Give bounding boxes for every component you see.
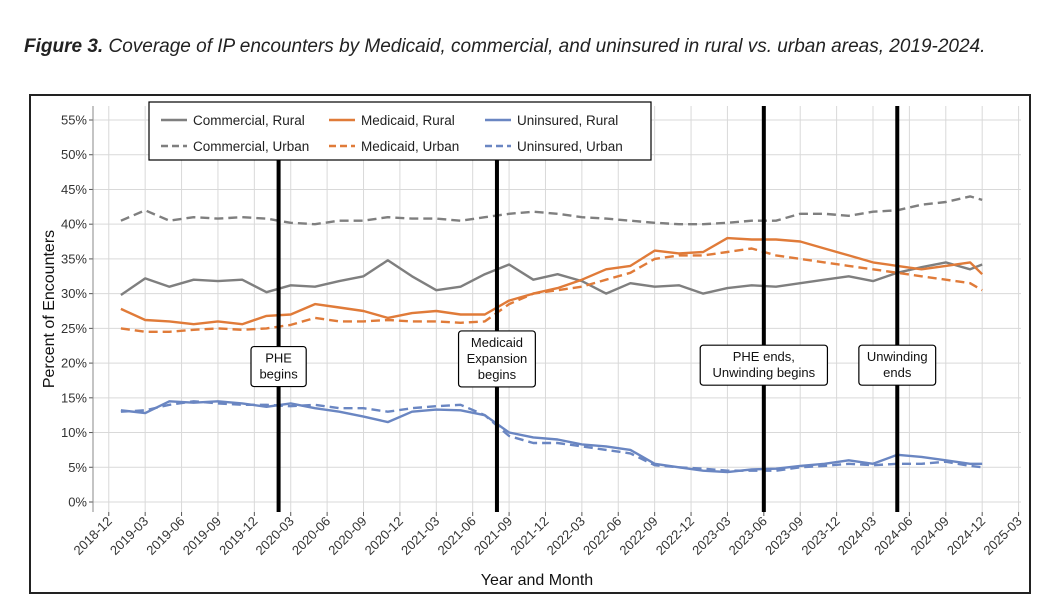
legend-box bbox=[148, 101, 652, 161]
y-tick-label: 5% bbox=[68, 460, 87, 475]
x-tick-label: 2020-12 bbox=[362, 514, 406, 558]
annotation-box bbox=[699, 344, 829, 386]
x-tick-label: 2024-03 bbox=[835, 514, 879, 558]
legend-label: Commercial, Urban bbox=[193, 139, 309, 154]
x-tick-label: 2024-06 bbox=[871, 514, 915, 558]
figure-caption: Figure 3. Coverage of IP encounters by M… bbox=[24, 34, 1034, 59]
series-line-uninsured-urban bbox=[120, 400, 983, 472]
x-tick-label: 2021-06 bbox=[434, 514, 478, 558]
axis-ticks: 0% 5% 10% 15% 20% 25% 30% 35% 40% 45% 50% 55% 2018-1… bbox=[61, 106, 1025, 558]
legend-label: Medicaid, Rural bbox=[361, 113, 455, 128]
figure-label: Figure 3. bbox=[24, 36, 104, 57]
series-line-commercial-urban bbox=[120, 195, 983, 226]
x-tick-label: 2023-06 bbox=[726, 514, 770, 558]
gridlines bbox=[93, 106, 1021, 512]
annotation-box bbox=[250, 345, 307, 388]
x-tick-label: 2022-12 bbox=[653, 514, 697, 558]
annotation-text: Unwinding bbox=[867, 349, 928, 364]
figure-caption-text: Coverage of IP encounters by Medicaid, c… bbox=[103, 36, 986, 57]
annotation-text: Expansion bbox=[467, 351, 528, 366]
x-tick-label: 2020-06 bbox=[289, 514, 333, 558]
annotation-box bbox=[457, 330, 536, 388]
annotation-text: Unwinding begins bbox=[713, 365, 816, 380]
x-tick-label: 2021-03 bbox=[398, 514, 442, 558]
line-chart: 0% 5% 10% 15% 20% 25% 30% 35% 40% 45% 50% 55% 2018-1… bbox=[41, 101, 1025, 589]
legend-label: Uninsured, Rural bbox=[517, 113, 618, 128]
x-tick-label: 2023-12 bbox=[798, 514, 842, 558]
legend-label: Medicaid, Urban bbox=[361, 139, 459, 154]
x-tick-label: 2022-03 bbox=[544, 514, 588, 558]
y-tick-label: 20% bbox=[61, 356, 87, 371]
x-tick-label: 2024-09 bbox=[908, 514, 952, 558]
chart-legend: Commercial, Rural Medicaid, Rural Uninsure… bbox=[148, 101, 652, 161]
x-tick-label: 2024-12 bbox=[944, 514, 988, 558]
y-tick-label: 25% bbox=[61, 321, 87, 336]
y-tick-label: 55% bbox=[61, 113, 87, 128]
series-line-commercial-rural bbox=[120, 259, 983, 296]
x-tick-label: 2019-06 bbox=[143, 514, 187, 558]
y-tick-label: 10% bbox=[61, 425, 87, 440]
y-axis-title: Percent of Encounters bbox=[41, 230, 58, 388]
y-tick-label: 35% bbox=[61, 251, 87, 266]
x-tick-label: 2022-06 bbox=[580, 514, 624, 558]
legend-label: Uninsured, Urban bbox=[517, 139, 623, 154]
x-axis-title: Year and Month bbox=[481, 572, 593, 589]
chart-frame: 0% 5% 10% 15% 20% 25% 30% 35% 40% 45% 50% 55% 2018-1… bbox=[29, 94, 1031, 594]
series-line-medicaid-rural bbox=[120, 236, 984, 326]
x-tick-label: 2021-12 bbox=[507, 514, 551, 558]
x-tick-label: 2019-12 bbox=[216, 514, 260, 558]
event-lines bbox=[276, 106, 900, 512]
x-tick-label: 2022-09 bbox=[616, 514, 660, 558]
x-tick-label: 2023-03 bbox=[689, 514, 733, 558]
y-tick-label: 0% bbox=[68, 495, 87, 510]
y-tick-label: 50% bbox=[61, 147, 87, 162]
y-tick-label: 15% bbox=[61, 390, 87, 405]
annotation-text: PHE bbox=[265, 351, 292, 366]
y-tick-label: 30% bbox=[61, 286, 87, 301]
x-tick-label: 2023-09 bbox=[762, 514, 806, 558]
y-tick-label: 40% bbox=[61, 217, 87, 232]
annotation-text: begins bbox=[478, 367, 517, 382]
y-tick-label: 45% bbox=[61, 182, 87, 197]
series-line-uninsured-rural bbox=[120, 400, 983, 474]
x-tick-label: 2020-09 bbox=[325, 514, 369, 558]
x-tick-label: 2020-03 bbox=[253, 514, 297, 558]
legend-label: Commercial, Rural bbox=[193, 113, 305, 128]
x-tick-label: 2019-03 bbox=[107, 514, 151, 558]
x-tick-label: 2021-09 bbox=[471, 514, 515, 558]
x-tick-label: 2018-12 bbox=[71, 514, 115, 558]
annotation-box bbox=[858, 344, 937, 386]
x-tick-label: 2025-03 bbox=[980, 514, 1024, 558]
annotation-text: ends bbox=[883, 365, 912, 380]
annotation-text: begins bbox=[259, 367, 298, 382]
annotation-text: Medicaid bbox=[471, 335, 523, 350]
series-lines bbox=[120, 195, 984, 474]
annotation-text: PHE ends, bbox=[733, 349, 795, 364]
x-tick-label: 2019-09 bbox=[180, 514, 224, 558]
series-line-medicaid-urban bbox=[120, 247, 983, 334]
